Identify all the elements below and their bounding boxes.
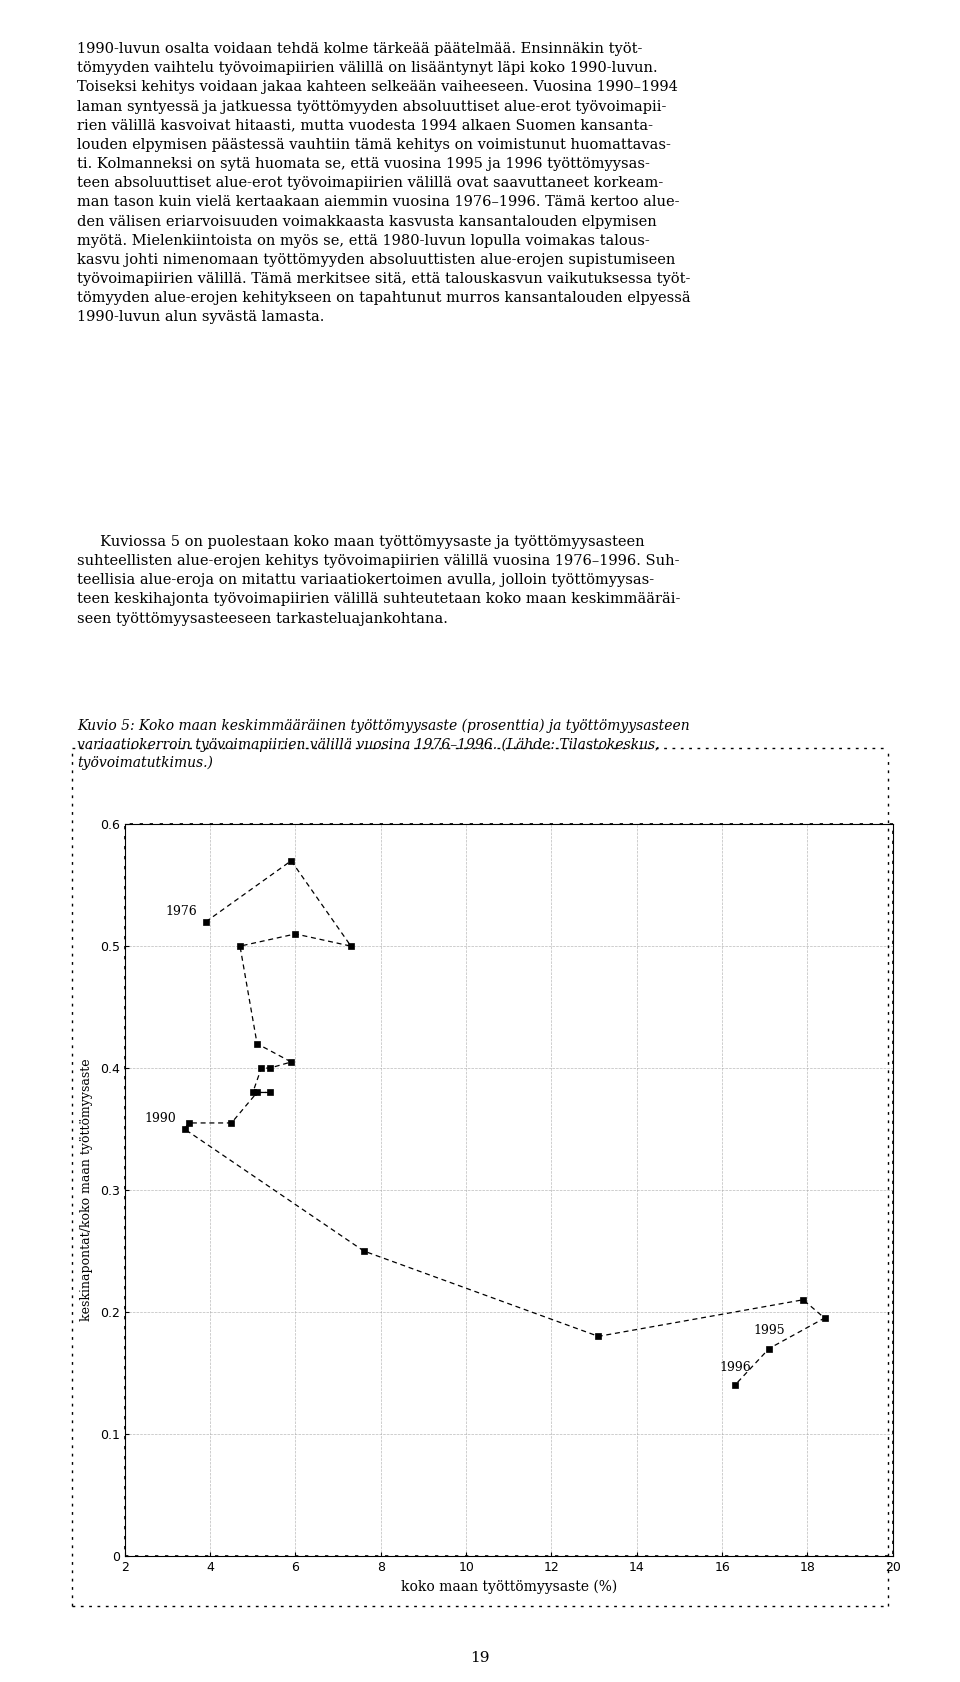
Text: 1990-luvun osalta voidaan tehdä kolme tärkeää päätelmää. Ensinnäkin työt-
tömyyd: 1990-luvun osalta voidaan tehdä kolme tä… bbox=[77, 42, 690, 325]
Bar bbox=[125, 824, 893, 1556]
X-axis label: koko maan työttömyysaste (%): koko maan työttömyysaste (%) bbox=[400, 1579, 617, 1593]
Text: Kuvio 5: Koko maan keskimmääräinen työttömyysaste (prosenttia) ja työttömyysaste: Kuvio 5: Koko maan keskimmääräinen tyött… bbox=[77, 718, 689, 770]
Text: 19: 19 bbox=[470, 1650, 490, 1665]
Text: Kuviossa 5 on puolestaan koko maan työttömyysaste ja työttömyysasteen
suhteellis: Kuviossa 5 on puolestaan koko maan tyött… bbox=[77, 535, 681, 626]
Text: 1990: 1990 bbox=[144, 1112, 177, 1125]
Text: 1995: 1995 bbox=[754, 1324, 785, 1337]
Y-axis label: keskinapontat/koko maan työttömyysaste: keskinapontat/koko maan työttömyysaste bbox=[80, 1058, 93, 1322]
Text: 1996: 1996 bbox=[719, 1361, 751, 1374]
Text: 1976: 1976 bbox=[166, 905, 198, 918]
